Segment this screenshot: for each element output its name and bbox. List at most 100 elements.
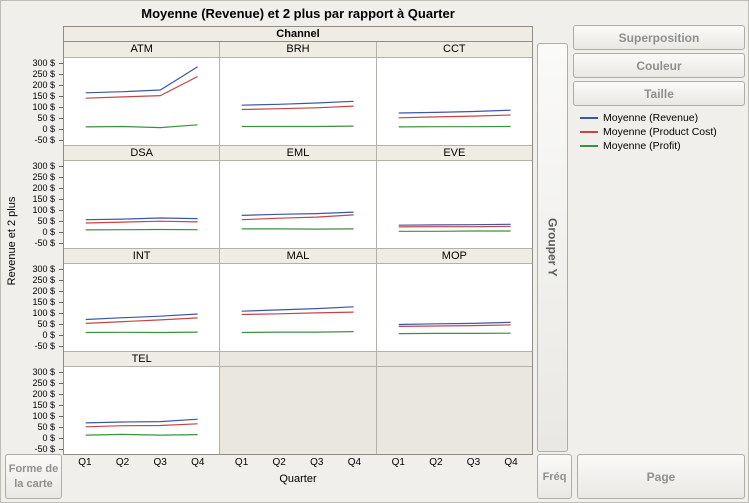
y-tick-mark [59, 74, 63, 76]
panel-plot-EVE[interactable] [375, 161, 532, 248]
series-line-Moyenne (Product Cost)[interactable] [242, 312, 354, 314]
series-line-Moyenne (Revenue)[interactable] [86, 67, 198, 93]
series-line-Moyenne (Revenue)[interactable] [86, 419, 198, 423]
panel-header-MOP: MOP [375, 249, 532, 263]
y-tick-label: 150 $ [32, 91, 55, 102]
y-tick-label: 50 $ [37, 421, 55, 432]
series-line-Moyenne (Product Cost)[interactable] [398, 115, 510, 118]
y-tick-label: 50 $ [37, 112, 55, 123]
series-line-Moyenne (Revenue)[interactable] [242, 212, 354, 215]
y-tick-mark [59, 106, 63, 108]
series-line-Moyenne (Revenue)[interactable] [86, 218, 198, 220]
y-axis-tick-gutter: 300 $250 $200 $150 $100 $50 $0 $ -50 $ [2, 367, 64, 454]
panel-plot-MAL[interactable] [219, 264, 376, 351]
legend-label: Moyenne (Profit) [603, 140, 681, 152]
color-dropzone-button[interactable]: Couleur [573, 53, 745, 78]
series-line-Moyenne (Product Cost)[interactable] [242, 215, 354, 220]
freq-dropzone[interactable]: Fréq [537, 454, 572, 499]
legend-item[interactable]: Moyenne (Revenue) [580, 111, 717, 125]
panel-plot-INT[interactable] [64, 264, 220, 351]
y-tick-label: 200 $ [32, 389, 55, 400]
series-line-Moyenne (Revenue)[interactable] [398, 322, 510, 324]
y-tick-label: 0 $ [42, 329, 55, 340]
x-tick-label: Q4 [347, 457, 362, 468]
y-tick-label: 200 $ [32, 80, 55, 91]
y-tick-label: 300 $ [32, 58, 55, 69]
panel-plot-ATM[interactable] [64, 58, 220, 145]
x-tick-column: Q1 Q2 Q3 Q4 [220, 457, 377, 470]
legend-item[interactable]: Moyenne (Product Cost) [580, 125, 717, 139]
y-tick-mark [59, 269, 63, 271]
series-line-Moyenne (Product Cost)[interactable] [398, 226, 510, 227]
series-line-Moyenne (Product Cost)[interactable] [86, 318, 198, 324]
legend-line-swatch [580, 145, 598, 147]
overlay-dropzone-button[interactable]: Superposition [573, 25, 745, 50]
series-line-Moyenne (Product Cost)[interactable] [398, 325, 510, 327]
size-dropzone-button[interactable]: Taille [573, 81, 745, 106]
panel-header-MAL: MAL [219, 249, 375, 263]
y-tick-mark [59, 312, 63, 314]
series-line-Moyenne (Product Cost)[interactable] [86, 424, 198, 427]
series-line-Moyenne (Product Cost)[interactable] [86, 221, 198, 223]
series-line-Moyenne (Profit)[interactable] [242, 332, 354, 333]
panel-plot-MOP[interactable] [375, 264, 532, 351]
panel-plot-row: 300 $250 $200 $150 $100 $50 $0 $ -50 $ [32, 367, 532, 454]
series-line-Moyenne (Revenue)[interactable] [242, 307, 354, 311]
trellis-grid: ATM BRH CCT 300 $250 $200 $150 $100 $50 $0 … [32, 42, 533, 455]
series-line-Moyenne (Product Cost)[interactable] [242, 106, 354, 109]
panel-header-row: ATM BRH CCT [64, 42, 532, 58]
trellis-row: ATM BRH CCT 300 $250 $200 $150 $100 $50 $0 … [32, 42, 532, 145]
map-shape-dropzone[interactable]: Forme de la carte [5, 454, 62, 499]
x-tick-label: Q1 [234, 457, 249, 468]
panel-plot-BRH[interactable] [219, 58, 376, 145]
legend-item[interactable]: Moyenne (Profit) [580, 139, 717, 153]
x-tick-label: Q2 [272, 457, 286, 468]
y-tick-mark [59, 383, 63, 385]
panel-plot-TEL[interactable] [64, 367, 220, 454]
series-line-Moyenne (Profit)[interactable] [86, 125, 198, 128]
x-tick-label: Q4 [504, 457, 518, 468]
y-tick-mark [59, 177, 63, 179]
group-y-dropzone[interactable]: Grouper Y [537, 43, 568, 452]
y-tick-label: 300 $ [32, 264, 55, 275]
y-tick-mark [59, 199, 63, 201]
y-tick-mark [59, 323, 63, 325]
y-tick-label: 100 $ [32, 307, 55, 318]
chart-title: Moyenne (Revenue) et 2 plus par rapport … [141, 6, 455, 21]
panel-plot-EML[interactable] [219, 161, 376, 248]
y-tick-mark [59, 63, 63, 65]
facet-header-channel[interactable]: Channel [63, 26, 533, 42]
y-tick-mark [59, 96, 63, 98]
y-tick-mark [59, 291, 63, 293]
panel-header-BRH: BRH [219, 42, 375, 57]
x-tick-label: Q3 [153, 457, 167, 468]
series-line-Moyenne (Revenue)[interactable] [86, 314, 198, 320]
series-line-Moyenne (Profit)[interactable] [86, 434, 198, 435]
y-tick-label: 0 $ [42, 123, 55, 134]
y-tick-label: 50 $ [37, 215, 55, 226]
series-line-Moyenne (Revenue)[interactable] [398, 224, 510, 225]
y-tick-label: 0 $ [42, 226, 55, 237]
series-line-Moyenne (Revenue)[interactable] [242, 101, 354, 105]
series-line-Moyenne (Product Cost)[interactable] [86, 77, 198, 99]
panel-header-TEL: TEL [131, 353, 152, 365]
x-tick-label: Q1 [391, 457, 405, 468]
y-tick-label: -50 $ [34, 237, 55, 248]
series-line-Moyenne (Revenue)[interactable] [398, 110, 510, 113]
dropzone-buttons: Superposition Couleur Taille [573, 25, 745, 106]
x-tick-label: Q2 [429, 457, 443, 468]
x-axis-ticks: Q1 Q2 Q3 Q4 Q1 Q2 Q3 Q4 Q1 Q2 Q3 Q4 [63, 457, 533, 470]
legend-label: Moyenne (Revenue) [603, 112, 699, 124]
page-dropzone[interactable]: Page [577, 454, 745, 499]
panel-plot-DSA[interactable] [64, 161, 220, 248]
x-tick-label: Q3 [310, 457, 324, 468]
y-tick-label: 0 $ [42, 432, 55, 443]
panel-plot-CCT[interactable] [375, 58, 532, 145]
y-tick-label: 50 $ [37, 318, 55, 329]
y-tick-mark [59, 280, 63, 282]
panel-plot-row: 300 $250 $200 $150 $100 $50 $0 $ -50 $ [32, 264, 532, 351]
x-axis-label: Quarter [279, 473, 317, 485]
y-axis-tick-gutter: 300 $250 $200 $150 $100 $50 $0 $ -50 $ [2, 58, 64, 145]
y-tick-mark [59, 372, 63, 374]
y-tick-mark [59, 209, 63, 211]
